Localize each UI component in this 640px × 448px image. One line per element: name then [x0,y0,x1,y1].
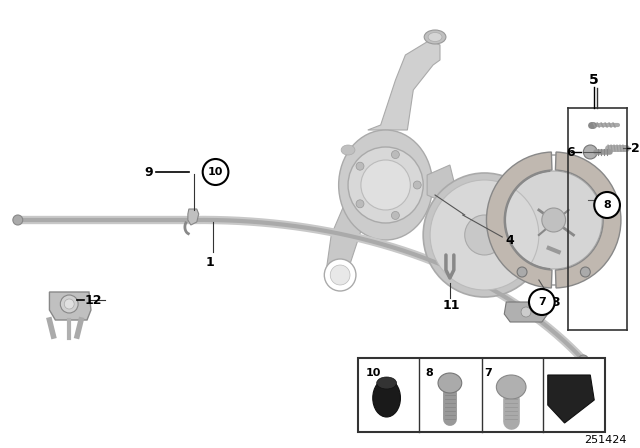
Text: 10: 10 [208,167,223,177]
Circle shape [517,267,527,277]
Ellipse shape [377,377,397,389]
Circle shape [324,259,356,291]
Ellipse shape [497,375,526,399]
Circle shape [580,267,590,277]
Bar [358,358,605,432]
Ellipse shape [339,130,433,240]
Polygon shape [49,292,91,320]
Circle shape [13,215,23,225]
Wedge shape [490,155,550,285]
Circle shape [64,299,74,309]
Circle shape [392,151,399,159]
Ellipse shape [438,373,461,393]
Text: 3: 3 [551,296,559,309]
Ellipse shape [341,145,355,155]
Polygon shape [427,165,455,205]
Circle shape [465,215,504,255]
Polygon shape [504,302,548,322]
Text: 7: 7 [538,297,546,307]
Ellipse shape [372,379,401,417]
Text: 5: 5 [589,73,599,87]
Polygon shape [368,40,440,130]
Circle shape [542,208,566,232]
Polygon shape [548,375,594,423]
Polygon shape [188,209,199,225]
Circle shape [348,147,423,223]
Text: 251424: 251424 [584,435,627,445]
Circle shape [392,211,399,220]
Text: 11: 11 [443,298,460,311]
Circle shape [423,173,546,297]
Text: 8: 8 [425,368,433,378]
Text: 7: 7 [484,368,492,378]
Circle shape [413,181,421,189]
Text: 1: 1 [205,255,214,268]
Text: 4: 4 [505,233,514,246]
Ellipse shape [428,33,442,42]
Circle shape [521,307,531,317]
Circle shape [356,162,364,170]
Circle shape [529,289,555,315]
Circle shape [579,355,588,365]
Circle shape [584,145,597,159]
Text: 9: 9 [145,165,153,178]
Wedge shape [486,152,552,288]
Circle shape [505,171,602,269]
Circle shape [356,200,364,208]
Text: 6: 6 [566,146,575,159]
Circle shape [361,160,410,210]
Circle shape [594,192,620,218]
Wedge shape [556,152,621,288]
Ellipse shape [424,30,446,44]
Circle shape [330,265,350,285]
Text: 8: 8 [604,200,611,210]
Circle shape [430,180,539,290]
Text: 10: 10 [366,368,381,378]
Circle shape [203,159,228,185]
Text: 2: 2 [631,142,639,155]
Circle shape [60,295,78,313]
Polygon shape [326,205,368,280]
Text: 12: 12 [85,293,102,306]
